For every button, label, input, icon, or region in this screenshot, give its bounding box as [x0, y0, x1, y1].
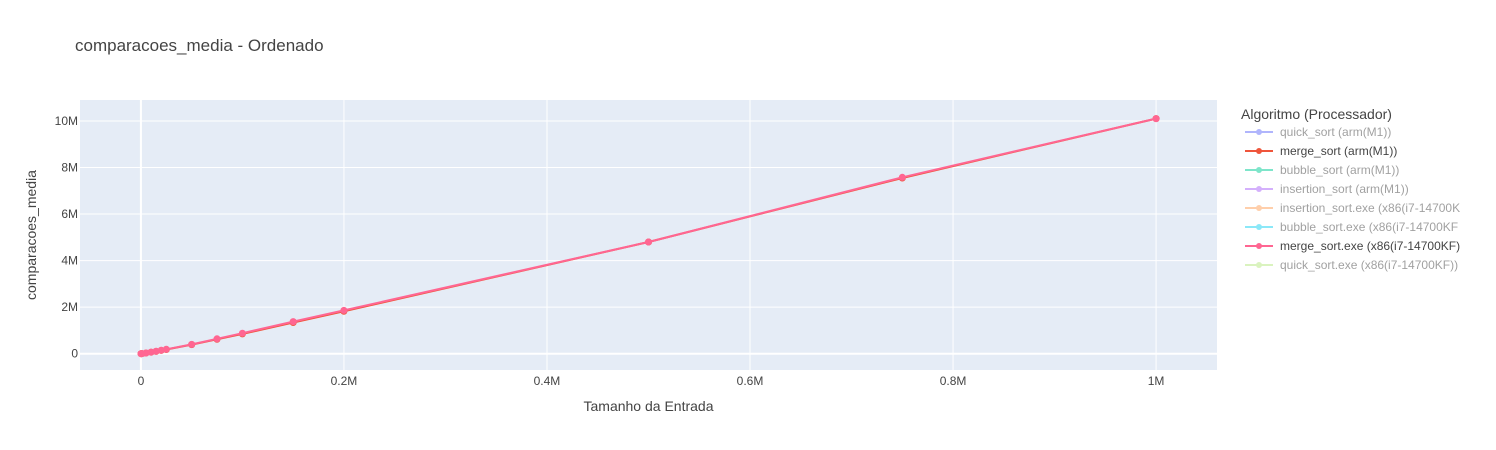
grid-lines: [80, 100, 1217, 370]
x-axis-title: Tamanho da Entrada: [584, 398, 714, 414]
data-point: [340, 306, 348, 314]
legend-label: bubble_sort.exe (x86(i7-14700KF: [1280, 220, 1458, 234]
legend-label: quick_sort.exe (x86(i7-14700KF)): [1280, 258, 1458, 272]
data-point: [289, 318, 297, 326]
y-tick-label: 4M: [61, 254, 78, 268]
legend-item[interactable]: quick_sort.exe (x86(i7-14700KF)): [1245, 258, 1458, 272]
legend-marker-icon: [1256, 243, 1262, 249]
legend-marker-icon: [1256, 186, 1262, 192]
plot-area: [80, 100, 1217, 370]
legend-item[interactable]: bubble_sort (arm(M1)): [1245, 163, 1399, 177]
data-point: [238, 329, 246, 337]
legend-item[interactable]: quick_sort (arm(M1)): [1245, 125, 1391, 139]
legend-label: bubble_sort (arm(M1)): [1280, 163, 1399, 177]
legend-title: Algoritmo (Processador): [1241, 106, 1392, 122]
data-point: [188, 340, 196, 348]
legend-item[interactable]: insertion_sort (arm(M1)): [1245, 182, 1409, 196]
legend-item[interactable]: merge_sort.exe (x86(i7-14700KF): [1245, 239, 1460, 253]
data-point: [645, 238, 652, 246]
legend-item[interactable]: bubble_sort.exe (x86(i7-14700KF: [1245, 220, 1458, 234]
x-tick-label: 0.4M: [534, 374, 561, 388]
legend-label: merge_sort.exe (x86(i7-14700KF): [1280, 239, 1460, 253]
legend-label: quick_sort (arm(M1)): [1280, 125, 1391, 139]
legend-item[interactable]: merge_sort (arm(M1)): [1245, 144, 1397, 158]
legend-marker-icon: [1256, 205, 1262, 211]
legend-label: insertion_sort (arm(M1)): [1280, 182, 1409, 196]
x-tick-label: 0.8M: [940, 374, 967, 388]
y-axis-ticks: 0 2M 4M 6M 8M 10M: [55, 114, 79, 361]
x-tick-label: 0: [138, 374, 145, 388]
data-point: [898, 173, 906, 181]
x-tick-label: 1M: [1148, 374, 1165, 388]
data-point: [213, 335, 221, 343]
chart-title: comparacoes_media - Ordenado: [75, 36, 324, 55]
series-layer: [137, 115, 1160, 358]
legend-label: insertion_sort.exe (x86(i7-14700K: [1280, 201, 1460, 215]
y-tick-label: 0: [71, 347, 78, 361]
y-tick-label: 2M: [61, 300, 78, 314]
x-tick-label: 0.6M: [737, 374, 764, 388]
data-point: [1152, 115, 1160, 123]
y-tick-label: 10M: [55, 114, 78, 128]
y-tick-label: 8M: [61, 161, 78, 175]
y-tick-label: 6M: [61, 207, 78, 221]
legend-item[interactable]: insertion_sort.exe (x86(i7-14700K: [1245, 201, 1460, 215]
x-axis-ticks: 0 0.2M 0.4M 0.6M 0.8M 1M: [138, 374, 1165, 388]
legend-marker-icon: [1256, 129, 1262, 135]
legend-label: merge_sort (arm(M1)): [1280, 144, 1397, 158]
legend-marker-icon: [1256, 262, 1262, 268]
legend-marker-icon: [1256, 224, 1262, 230]
y-axis-title: comparacoes_media: [23, 170, 39, 300]
x-tick-label: 0.2M: [331, 374, 358, 388]
data-point: [162, 345, 170, 353]
legend-marker-icon: [1256, 167, 1262, 173]
series-2: [137, 115, 1160, 358]
legend: Algoritmo (Processador) quick_sort (arm(…: [1241, 106, 1460, 272]
legend-marker-icon: [1256, 148, 1262, 154]
